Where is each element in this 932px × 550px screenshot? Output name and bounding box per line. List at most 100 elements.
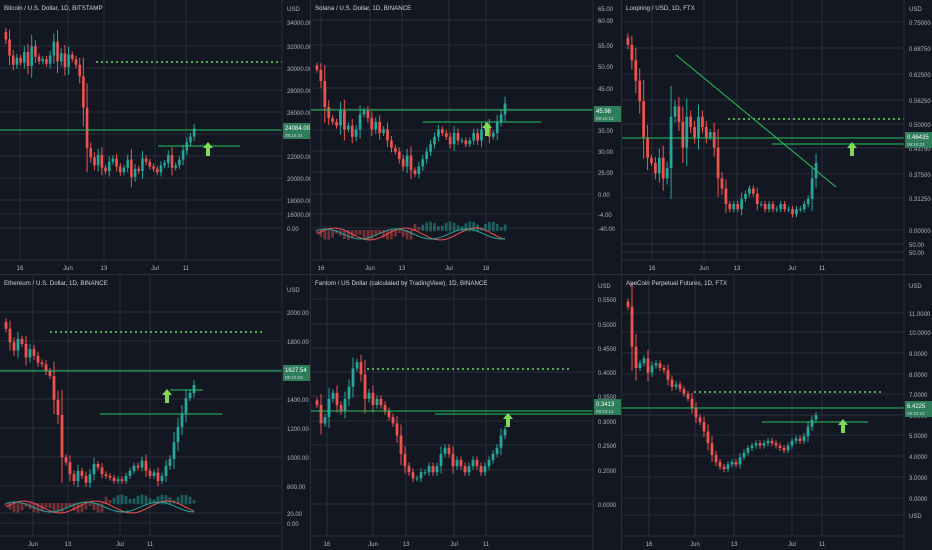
candle	[487, 125, 491, 137]
price-axis-label: 0.00	[287, 227, 299, 233]
arrow-up-icon	[162, 389, 172, 403]
candle	[89, 148, 93, 158]
candle	[744, 193, 747, 199]
time-axis-label: Jul	[788, 266, 796, 272]
candle	[455, 460, 459, 467]
candle	[370, 118, 374, 130]
candle	[425, 151, 429, 160]
candle	[806, 426, 810, 437]
panel-divider[interactable]	[621, 0, 622, 550]
chart-panel-ape[interactable]: USD11.000010.00009.00008.00007.00006.000…	[622, 275, 932, 550]
price-axis-label: 1200.00	[287, 427, 309, 433]
candle	[19, 57, 22, 63]
candle	[84, 475, 88, 483]
price-axis-label: 0.3000	[598, 420, 617, 426]
price-axis-label: -40.00	[598, 227, 616, 233]
candle	[766, 440, 770, 444]
candle	[746, 447, 750, 453]
price-axis-label: 35.00	[598, 129, 614, 135]
candle	[395, 423, 399, 436]
price-axis-label: 0.62500	[909, 73, 931, 79]
chart-panel-lrc[interactable]: USD 0.75000 0.68750 0.62500 0.56250 0.50000 0.…	[622, 0, 932, 274]
candle	[754, 443, 758, 446]
chart-panel-btc[interactable]: USD 34000.00 32000.00 30000.00 28000.00 26000…	[0, 0, 310, 274]
price-axis-label: USD	[909, 7, 922, 13]
candle	[767, 204, 771, 210]
time-axis-label: 16	[646, 542, 653, 548]
price-axis-label: 55.00	[598, 44, 614, 50]
candle	[503, 103, 507, 115]
candle	[642, 358, 646, 364]
indicator-bar	[60, 503, 64, 512]
candle	[483, 466, 487, 473]
candle	[100, 154, 104, 168]
candle	[88, 474, 92, 483]
time-axis-label: 11	[819, 266, 826, 272]
time-axis-label: 16	[318, 266, 325, 272]
candle	[20, 338, 24, 344]
candle	[366, 110, 370, 119]
chart-svg-eth[interactable]: USD2000.001800.001600.001400.001200.0010…	[0, 275, 310, 550]
candle	[730, 462, 734, 465]
candle	[479, 466, 483, 473]
chart-svg-ftm[interactable]: USD 0.5500 0.5000 0.4500 0.4000 0.3500 0.3000 0…	[311, 275, 621, 550]
candle	[144, 460, 148, 471]
candle	[427, 466, 431, 473]
candle	[802, 204, 806, 210]
candle	[30, 46, 33, 66]
candle	[327, 398, 331, 418]
candle	[371, 392, 375, 405]
candle	[140, 460, 144, 468]
candle	[658, 363, 662, 368]
price-axis-label: 0.5000	[598, 323, 617, 329]
candle	[630, 44, 634, 61]
chart-panel-ftm[interactable]: USD 0.5500 0.5000 0.4500 0.4000 0.3500 0.3000 0…	[311, 275, 621, 550]
price-tag-time: 09:10:13	[596, 116, 614, 121]
arrow-up-icon	[838, 419, 848, 433]
candle	[444, 133, 448, 137]
candle	[26, 52, 30, 66]
candle	[646, 137, 649, 158]
price-axis-label: 1000.00	[287, 456, 309, 462]
candle	[654, 363, 658, 366]
price-axis-label: 60.00	[598, 19, 614, 25]
candle	[634, 60, 638, 81]
candle	[390, 140, 393, 148]
price-axis-label: 2000.00	[287, 311, 309, 317]
price-axis-label: USD	[287, 7, 300, 13]
candle	[56, 41, 59, 62]
chart-svg-btc[interactable]: USD 34000.00 32000.00 30000.00 28000.00 26000…	[0, 0, 310, 274]
chart-panel-sol[interactable]: 65.0060.0055.0050.0045.0040.0035.0030.00…	[311, 0, 621, 274]
indicator-bar	[72, 503, 76, 511]
chart-panel-eth[interactable]: USD2000.001800.001600.001400.001200.0010…	[0, 275, 310, 550]
arrow-up-icon	[503, 413, 513, 427]
candle	[665, 168, 669, 179]
indicator-bar	[503, 224, 507, 231]
candle	[319, 405, 323, 424]
candle	[160, 475, 164, 481]
chart-svg-ape[interactable]: USD11.000010.00009.00008.00007.00006.000…	[622, 275, 932, 550]
panel-divider[interactable]	[0, 274, 932, 275]
indicator-bar	[104, 496, 108, 505]
candle	[435, 466, 439, 473]
indicator-bar	[409, 230, 413, 240]
price-axis-label: 0.0000	[909, 497, 928, 503]
candle	[650, 365, 654, 373]
candle	[346, 125, 350, 130]
indicator-bar	[68, 503, 72, 508]
indicator-bar	[393, 230, 397, 237]
indicator-bar	[156, 496, 160, 505]
candle	[378, 121, 382, 134]
indicator-bar	[108, 499, 112, 504]
chart-svg-sol[interactable]: 65.0060.0055.0050.0045.0040.0035.0030.00…	[311, 0, 621, 274]
candle	[467, 466, 471, 473]
candle	[480, 129, 483, 141]
candle	[188, 393, 192, 399]
price-axis-label: 10.0000	[909, 331, 931, 337]
candle	[460, 140, 464, 142]
chart-svg-lrc[interactable]: USD 0.75000 0.68750 0.62500 0.56250 0.50000 0.…	[622, 0, 932, 274]
indicator-bar	[327, 230, 331, 240]
candle	[331, 392, 335, 399]
panel-divider[interactable]	[310, 0, 311, 550]
candle	[37, 56, 41, 62]
